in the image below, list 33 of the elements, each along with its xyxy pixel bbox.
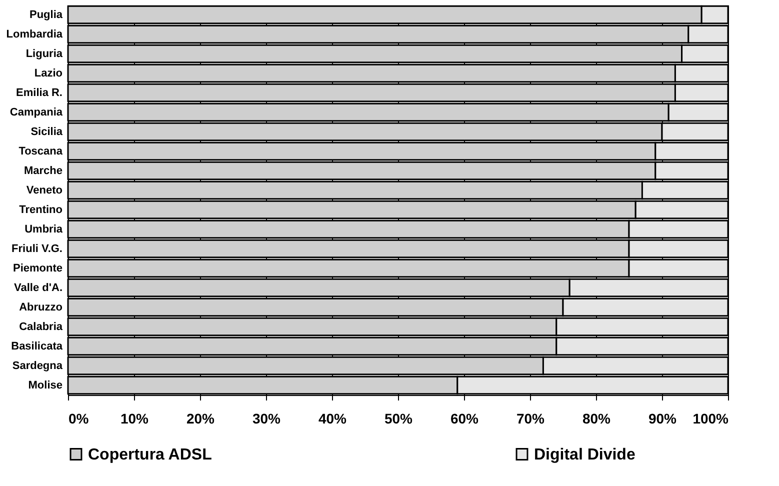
x-tick-label: 80% — [582, 410, 612, 426]
y-tick-label: Friuli V.G. — [12, 242, 62, 255]
x-tick-label: 20% — [186, 410, 216, 426]
y-tick-label: Abruzzo — [19, 301, 63, 314]
y-tick-label: Sardegna — [12, 360, 64, 372]
x-tick-label: 100% — [692, 410, 730, 426]
x-tick-label: 90% — [648, 410, 678, 426]
y-tick-label: Piemonte — [12, 262, 62, 274]
y-tick-label: Lombardia — [6, 28, 64, 40]
y-tick-label: Veneto — [26, 184, 63, 196]
x-tick-label: 10% — [120, 410, 150, 426]
legend-label: Copertura ADSL — [88, 446, 212, 464]
y-tick-label: Campania — [10, 106, 64, 118]
x-tick-label: 70% — [516, 410, 546, 426]
y-tick-label: Basilicata — [11, 340, 64, 352]
x-tick-label: 60% — [450, 410, 480, 426]
x-tick-label: 0% — [68, 410, 90, 426]
x-tick-label: 50% — [384, 410, 414, 426]
y-tick-label: Molise — [28, 379, 62, 392]
x-tick-label: 30% — [252, 410, 282, 426]
y-tick-label: Calabria — [19, 320, 64, 333]
y-tick-label: Lazio — [34, 67, 63, 80]
y-tick-label: Marche — [24, 164, 62, 177]
legend-label: Digital Divide — [534, 446, 636, 464]
y-tick-label: Sicilia — [30, 126, 64, 138]
y-tick-label: Valle d'A. — [14, 282, 62, 294]
y-tick-label: Trentino — [19, 204, 63, 216]
y-tick-label: Toscana — [18, 145, 64, 158]
y-tick-label: Emilia R. — [16, 86, 62, 99]
y-tick-label: Umbria — [24, 223, 64, 236]
y-tick-label: Liguria — [26, 48, 64, 60]
x-tick-label: 40% — [318, 410, 348, 426]
y-tick-label: Puglia — [29, 8, 64, 21]
